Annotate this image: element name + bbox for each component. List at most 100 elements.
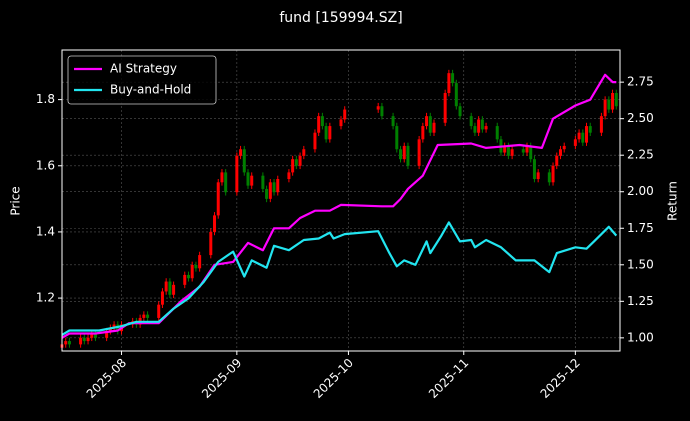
candle-body xyxy=(235,155,239,193)
candle-body xyxy=(157,304,161,318)
candle-body xyxy=(562,145,566,150)
y2-tick-label: 2.00 xyxy=(627,184,654,198)
candle-body xyxy=(261,175,265,189)
y-tick-label: 1.2 xyxy=(36,291,55,305)
candle-body xyxy=(90,334,94,338)
y2-tick-label: 2.75 xyxy=(627,75,654,89)
candle-body xyxy=(532,159,536,179)
candle-body xyxy=(425,116,429,127)
candle-body xyxy=(220,172,224,183)
candle-body xyxy=(250,175,254,186)
candle-body xyxy=(298,155,302,166)
candle-body xyxy=(585,126,589,143)
y2-tick-label: 2.50 xyxy=(627,111,654,125)
candle-body xyxy=(406,145,410,166)
candle-body xyxy=(172,284,176,295)
candle-body xyxy=(417,139,421,166)
candle-body xyxy=(607,99,611,110)
candle-body xyxy=(276,179,280,193)
candle-body xyxy=(302,149,306,156)
candle-body xyxy=(506,145,510,156)
candle-body xyxy=(376,106,380,110)
candle-body xyxy=(611,93,615,110)
candle-body xyxy=(198,255,202,269)
candle-body xyxy=(469,116,473,127)
candle-body xyxy=(112,324,116,328)
candle-body xyxy=(421,126,425,140)
candle-body xyxy=(142,314,146,318)
plot-frame xyxy=(61,49,621,352)
candle-body xyxy=(272,182,276,193)
legend-label: AI Strategy xyxy=(110,62,177,76)
candle-body xyxy=(291,159,295,173)
y2-tick-label: 1.25 xyxy=(627,294,654,308)
candle-body xyxy=(86,337,90,342)
candle-body xyxy=(194,265,198,269)
candle-body xyxy=(614,93,618,107)
candle-body xyxy=(599,116,603,133)
candle-body xyxy=(480,119,484,130)
candle-body xyxy=(265,188,269,199)
legend-box xyxy=(67,55,217,105)
candle-body xyxy=(521,149,525,153)
candle-body xyxy=(558,149,562,156)
candle-body xyxy=(64,341,68,345)
candle-body xyxy=(105,331,109,338)
candle-body xyxy=(391,116,395,127)
candle-body xyxy=(268,182,272,199)
y2-axis-label: Return xyxy=(666,181,680,221)
candle-body xyxy=(294,159,298,166)
candle-body xyxy=(395,126,399,150)
candle-body xyxy=(495,126,499,140)
candle-body xyxy=(484,126,488,130)
y2-tick-label: 2.25 xyxy=(627,148,654,162)
candle-body xyxy=(555,155,559,166)
candle-body xyxy=(402,145,406,160)
candle-body xyxy=(603,99,607,117)
candle-body xyxy=(581,132,585,143)
candle-body xyxy=(510,149,514,156)
y-axis-label: Price xyxy=(9,186,23,215)
candle-body xyxy=(551,165,555,183)
candle-body xyxy=(454,83,458,107)
candle-body xyxy=(164,281,168,292)
candle-body xyxy=(588,126,592,133)
candle-body xyxy=(447,73,451,93)
y2-tick-label: 1.75 xyxy=(627,221,654,235)
candle-body xyxy=(458,106,462,117)
candle-body xyxy=(339,119,343,127)
candle-body xyxy=(529,145,533,160)
candle-body xyxy=(242,149,246,173)
candle-body xyxy=(443,93,447,123)
legend-label: Buy-and-Hold xyxy=(110,83,191,97)
y2-tick-label: 1.00 xyxy=(627,330,654,344)
candle-body xyxy=(168,281,172,295)
candle-body xyxy=(209,231,213,256)
candle-body xyxy=(432,122,436,133)
candle-body xyxy=(67,341,71,345)
candle-body xyxy=(577,132,581,140)
chart-title: fund [159994.SZ] xyxy=(279,10,402,26)
candle-body xyxy=(451,73,455,84)
candle-body xyxy=(324,126,328,140)
candle-body xyxy=(224,172,228,193)
candle-body xyxy=(536,172,540,179)
candle-body xyxy=(525,145,529,153)
candle-body xyxy=(216,182,220,216)
candle-body xyxy=(473,126,477,133)
candle-body xyxy=(317,116,321,133)
candle-body xyxy=(380,106,384,117)
candle-body xyxy=(239,149,243,156)
candle-body xyxy=(79,337,83,345)
candle-body xyxy=(313,132,317,150)
candle-body xyxy=(146,314,150,318)
y-tick-label: 1.6 xyxy=(36,158,55,172)
candle-body xyxy=(343,109,347,120)
candle-body xyxy=(82,337,86,342)
y-tick-label: 1.4 xyxy=(36,224,55,238)
candle-body xyxy=(108,327,112,332)
candle-body xyxy=(190,265,194,279)
candle-body xyxy=(183,274,187,285)
candle-body xyxy=(93,334,97,338)
